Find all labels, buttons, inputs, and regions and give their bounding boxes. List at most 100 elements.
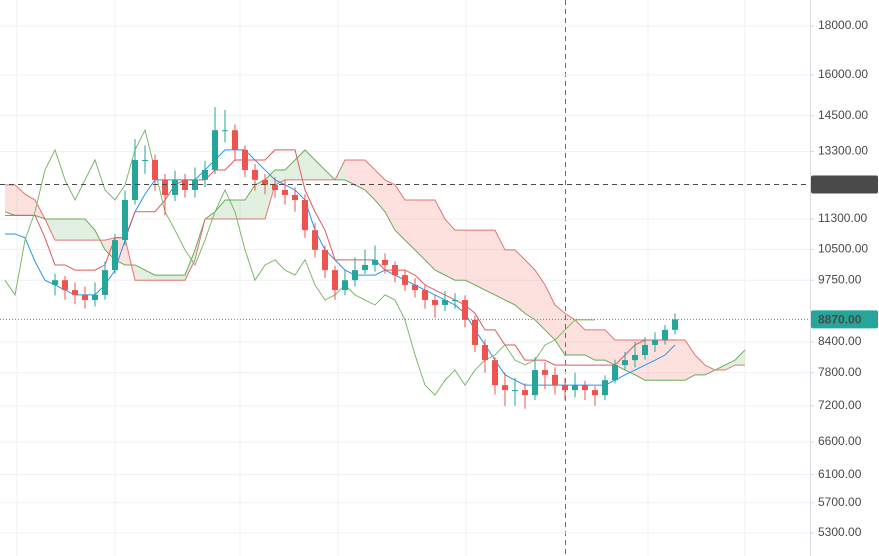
candle-body xyxy=(652,340,658,345)
cloud-fill xyxy=(425,200,435,271)
indicator-line xyxy=(5,149,675,366)
cloud-fill xyxy=(265,169,275,220)
cloud-fill xyxy=(175,275,185,281)
candle-body xyxy=(92,294,98,301)
cloud-fill xyxy=(215,200,225,220)
cloud-fill xyxy=(705,365,715,375)
candle-body xyxy=(362,264,368,271)
candle-body xyxy=(152,159,158,180)
candle-body xyxy=(292,194,298,201)
candle-body xyxy=(632,355,638,361)
cloud-fill xyxy=(75,219,85,241)
candle-body xyxy=(122,200,128,241)
candle-body xyxy=(412,284,418,291)
y-tick-label: 5700.00 xyxy=(818,495,862,509)
candle-body xyxy=(332,270,338,291)
candle-body xyxy=(312,230,318,250)
cloud-fill xyxy=(305,149,315,180)
cloud-fill xyxy=(165,275,175,281)
cloud-fill xyxy=(355,159,365,190)
vertical-grid xyxy=(16,0,746,556)
candle-body xyxy=(612,365,618,381)
candle-body xyxy=(442,300,448,305)
cloud-fill xyxy=(565,313,575,356)
candle-body xyxy=(662,329,668,341)
candle-body xyxy=(52,280,58,285)
cloud-fill xyxy=(235,200,245,220)
candle-body xyxy=(582,385,588,391)
candle-body xyxy=(142,159,148,161)
candle-body xyxy=(372,259,378,265)
candle-body xyxy=(252,169,258,180)
y-tick-label: 7200.00 xyxy=(818,398,862,412)
cloud-fill xyxy=(655,340,665,381)
cloud-fill xyxy=(5,184,15,216)
candle-body xyxy=(472,319,478,345)
cloud-fill xyxy=(415,200,425,260)
cloud-fill xyxy=(605,329,615,366)
cloud-fill xyxy=(505,249,515,305)
cloud-fill xyxy=(665,340,675,381)
cloud-fill xyxy=(495,230,505,301)
candle-body xyxy=(132,159,138,201)
cloud-fill xyxy=(15,184,25,216)
cloud-fill xyxy=(55,219,65,241)
cloud-fill xyxy=(85,219,95,241)
candle-body xyxy=(322,249,328,271)
cloud-fill xyxy=(245,184,255,220)
cloud-fill xyxy=(65,219,75,241)
candle-body xyxy=(562,385,568,391)
candles xyxy=(52,107,678,409)
price-labels: 18000.00 16000.00 14500.00 13300.00 11300.00… xyxy=(810,18,868,539)
y-tick-label: 10500.00 xyxy=(818,242,868,256)
candle-body xyxy=(672,319,678,330)
cloud-fill xyxy=(385,179,395,231)
candle-body xyxy=(112,240,118,271)
y-tick-label: 13300.00 xyxy=(818,144,868,158)
cloud-fill xyxy=(525,259,535,320)
cloud-fill xyxy=(575,319,585,356)
y-tick-label: 18000.00 xyxy=(818,18,868,32)
candle-body xyxy=(402,275,408,285)
last-price-label: 8870.00 xyxy=(818,313,862,327)
candle-body xyxy=(602,380,608,396)
cloud-fill xyxy=(405,200,415,250)
candle-body xyxy=(342,280,348,291)
cloud-fill xyxy=(725,360,735,371)
candle-body xyxy=(192,179,198,190)
cloud-fill xyxy=(315,159,325,180)
candle-body xyxy=(262,179,268,185)
cloud-fill xyxy=(535,270,545,330)
candle-body xyxy=(302,200,308,231)
cloud-fill xyxy=(435,200,445,276)
cloud-fill xyxy=(485,230,495,295)
cloud-fill xyxy=(445,219,455,281)
candle-body xyxy=(622,360,628,366)
cloud-fill xyxy=(155,275,165,281)
crosshair-label: 12280.92 xyxy=(818,178,868,192)
candle-body xyxy=(492,360,498,386)
candle-body xyxy=(72,290,78,295)
cloud-fill xyxy=(455,230,465,281)
cloud-fill xyxy=(365,159,375,201)
candle-body xyxy=(462,300,468,320)
cloud-fill xyxy=(545,284,555,341)
candle-body xyxy=(102,270,108,295)
candle-body xyxy=(642,344,648,356)
candle-body xyxy=(352,270,358,281)
y-tick-label: 6100.00 xyxy=(818,467,862,481)
candle-body xyxy=(282,189,288,195)
cloud-fill xyxy=(395,184,405,241)
candle-body xyxy=(532,370,538,396)
cloud xyxy=(5,149,745,381)
candle-body xyxy=(452,300,458,302)
candle-body xyxy=(502,385,508,391)
cloud-fill xyxy=(585,329,595,361)
span-a-line xyxy=(4,149,746,381)
y-tick-label: 5300.00 xyxy=(818,525,862,539)
y-tick-label: 9750.00 xyxy=(818,272,862,286)
candle-body xyxy=(382,259,388,265)
y-tick-label: 6600.00 xyxy=(818,434,862,448)
cloud-fill xyxy=(145,270,155,281)
candle-body xyxy=(222,130,228,132)
